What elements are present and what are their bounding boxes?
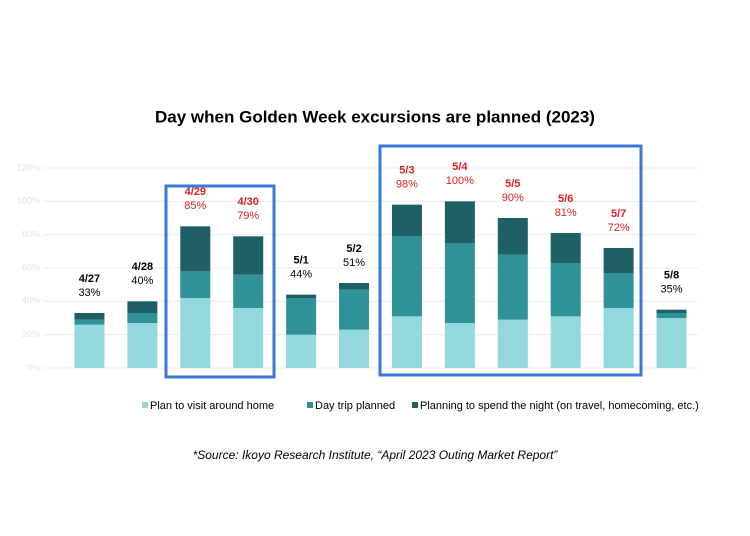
category-label: 5/7 [611, 208, 626, 220]
y-tick-label: 60% [22, 262, 40, 272]
bar-segment [339, 329, 370, 368]
total-label: 85% [184, 200, 206, 212]
category-label: 4/28 [132, 261, 153, 273]
bar-segment [233, 308, 264, 368]
bar-segment [603, 273, 634, 308]
plot-area: 0% 20% 40% 60% 80% 100% 120% 4/27 33% 4/28 40% 4/29… [17, 161, 699, 412]
legend-label: Plan to visit around home [150, 400, 274, 412]
bar-segment [286, 298, 317, 335]
total-label: 100% [446, 175, 474, 187]
bar-segment [444, 243, 475, 323]
y-tick-label: 20% [22, 329, 40, 339]
bar-segment [444, 323, 475, 368]
category-label: 5/3 [399, 165, 414, 177]
bar-segment [497, 218, 528, 255]
total-label: 98% [396, 179, 418, 191]
bar-segment [339, 283, 370, 290]
source-note: *Source: Ikoyo Research Institute, “Apri… [193, 448, 559, 462]
category-label: 5/8 [664, 270, 679, 282]
total-label: 33% [78, 287, 100, 299]
total-label: 72% [608, 222, 630, 234]
bar-segment [497, 254, 528, 320]
bar-segment [233, 274, 264, 308]
chart-title: Day when Golden Week excursions are plan… [155, 107, 595, 126]
bar-segment [127, 301, 158, 313]
legend-swatch [307, 402, 313, 408]
category-label: 4/29 [185, 186, 206, 198]
bar-segment [497, 319, 528, 368]
bar-segment [74, 313, 105, 320]
bar-segment [444, 201, 475, 243]
category-label: 5/1 [293, 255, 308, 267]
bar-segment [233, 236, 264, 275]
bar-segment [127, 313, 158, 323]
bar-segment [74, 324, 105, 368]
bar-segment [656, 313, 687, 318]
bar-segment [180, 226, 211, 272]
bar-segment [286, 294, 317, 298]
bar-segment [391, 316, 422, 368]
y-tick-label: 80% [22, 229, 40, 239]
total-label: 81% [555, 207, 577, 219]
total-label: 90% [502, 192, 524, 204]
total-label: 40% [131, 275, 153, 287]
y-tick-label: 120% [17, 162, 40, 172]
highlight-box [164, 184, 276, 379]
bar-segment [391, 236, 422, 317]
legend-swatch [412, 402, 418, 408]
bar-segment [286, 334, 317, 368]
bar-segment [550, 316, 581, 368]
bar-segment [180, 298, 211, 368]
bar-segment [180, 271, 211, 298]
y-tick-label: 40% [22, 296, 40, 306]
legend-swatch [142, 402, 148, 408]
highlight-box [378, 144, 643, 377]
y-tick-label: 0% [27, 362, 40, 372]
category-label: 5/2 [346, 243, 361, 255]
bar-segment [603, 248, 634, 273]
bar-segment [656, 309, 687, 313]
total-label: 44% [290, 269, 312, 281]
bar-segment [339, 289, 370, 330]
bar-segment [127, 323, 158, 368]
bar-segment [656, 318, 687, 368]
bar-segment [391, 204, 422, 237]
bar-segment [603, 308, 634, 368]
legend-label: Planning to spend the night (on travel, … [420, 400, 699, 412]
category-label: 5/6 [558, 193, 573, 205]
bar-segment [550, 233, 581, 263]
bar-segment [550, 263, 581, 317]
legend-label: Day trip planned [315, 400, 395, 412]
category-label: 5/5 [505, 178, 520, 190]
category-label: 4/27 [79, 273, 100, 285]
total-label: 51% [343, 257, 365, 269]
bar-segment [74, 319, 105, 325]
total-label: 79% [237, 210, 259, 222]
y-tick-label: 100% [17, 196, 40, 206]
category-label: 4/30 [237, 196, 258, 208]
category-label: 5/4 [452, 161, 468, 173]
total-label: 35% [661, 284, 683, 296]
